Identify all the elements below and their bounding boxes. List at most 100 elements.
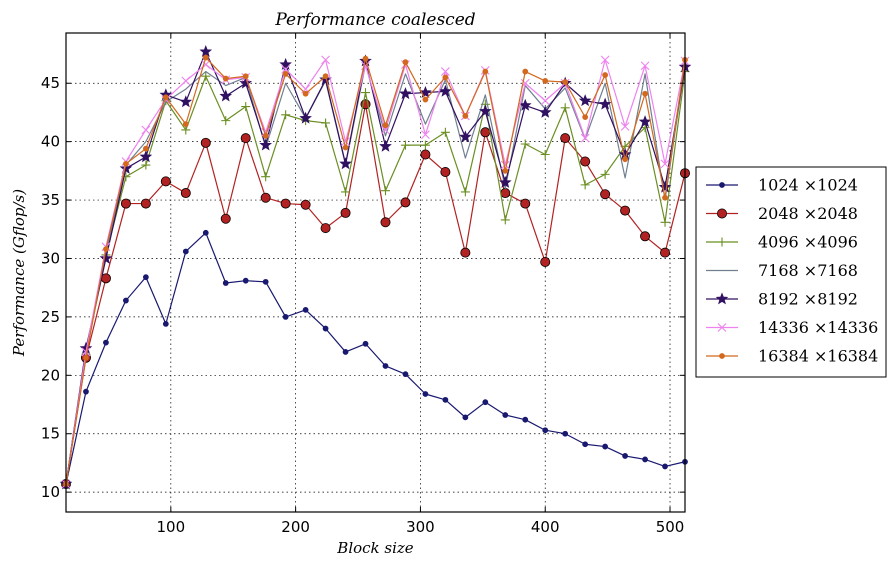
data-point [542,78,549,84]
y-tick-label: 30 [41,249,60,267]
data-point [400,197,411,208]
data-point [459,130,472,143]
legend-label: 14336 ×14336 [758,318,878,337]
data-point [600,55,610,65]
plot-frame [65,32,686,513]
data-point [520,198,531,209]
series-line [65,56,686,485]
data-point [662,194,668,201]
data-point [362,55,369,62]
data-point [321,118,331,128]
data-point [460,187,470,197]
legend-label: 7168 ×7168 [758,261,858,280]
data-point [658,180,672,193]
data-point [219,89,233,102]
data-point [339,157,352,170]
data-point [221,116,231,126]
data-point [642,456,648,463]
data-point [381,125,390,135]
data-point [500,215,510,225]
data-point [160,176,171,187]
data-point [262,278,269,285]
data-point [260,192,271,203]
data-point [199,45,213,58]
legend-marker [719,182,725,188]
data-point [462,414,469,421]
data-point [542,427,549,434]
data-point [281,64,291,74]
data-point [560,133,571,144]
legend-label: 4096 ×4096 [758,233,858,252]
data-point [562,79,569,85]
data-point [660,159,670,169]
data-point [602,443,609,450]
series-4 [65,63,686,485]
data-point [421,130,430,140]
data-point [518,98,532,111]
data-point [520,139,530,149]
data-point [242,277,249,284]
series-line [65,71,686,485]
data-point [660,247,671,258]
data-point [598,97,612,110]
data-point [321,55,330,65]
data-point [241,102,251,112]
data-point [662,463,668,470]
data-point [540,96,550,106]
data-point [341,187,351,197]
data-point [162,94,169,101]
data-point [322,73,329,80]
legend-label: 16384 ×16384 [758,347,878,366]
legend-marker [717,208,728,219]
legend-label: 2048 ×2048 [758,204,858,223]
data-point [460,247,471,258]
legend-marker [719,353,725,359]
data-point [119,161,133,174]
data-point [83,354,89,361]
data-point [440,167,451,178]
y-axis-label: Performance (Gflop/s) [10,189,28,357]
data-point [402,59,409,66]
data-point [282,70,289,77]
data-point [282,313,289,320]
data-point [498,175,512,188]
x-tick-label: 400 [531,518,560,536]
series-line [65,232,686,485]
data-point [582,441,589,448]
data-point [202,54,209,61]
data-point [600,189,611,200]
legend: 1024 ×1024 2048 ×2048 4096 ×4096 7168 ×7168… [695,166,887,378]
x-axis-label: Block size [336,539,414,557]
data-point [382,122,389,129]
data-point [342,144,349,151]
legend-marker [717,323,727,332]
data-point [81,347,91,357]
data-point [562,430,569,437]
series-7 [63,54,688,487]
data-point [103,246,109,253]
data-point [482,68,489,75]
data-point [299,111,312,124]
data-point [259,138,272,151]
data-point [442,396,449,403]
data-point [261,172,271,182]
data-point [162,321,169,327]
legend-box [695,166,887,378]
y-tick-label: 35 [41,191,60,209]
y-tick-label: 10 [41,483,60,501]
x-tick-label: 200 [281,518,310,536]
data-point [99,251,113,264]
data-point [522,416,529,423]
data-point [380,186,390,196]
data-point [479,104,492,117]
data-point [320,223,331,234]
data-point [242,73,249,80]
data-point [522,68,529,75]
chart-title: Performance coalesced [274,10,475,30]
data-point [83,388,89,395]
data-point [142,145,149,152]
data-point [422,96,429,103]
data-point [580,180,590,190]
data-point [182,248,189,255]
